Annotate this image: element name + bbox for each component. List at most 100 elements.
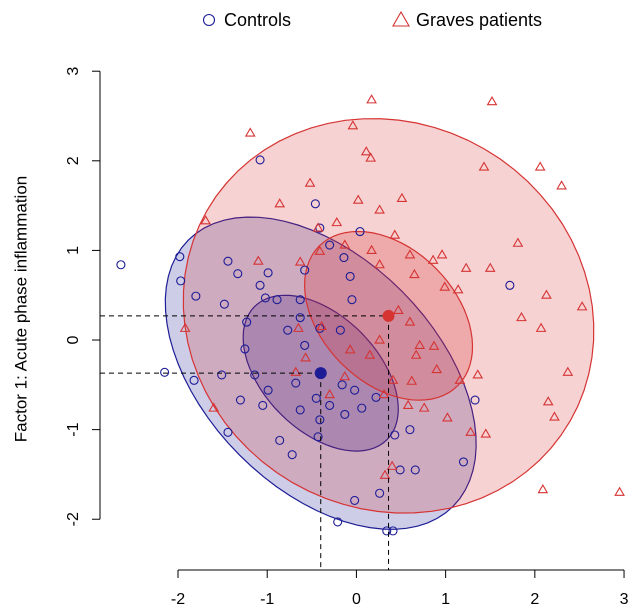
data-point bbox=[315, 415, 325, 425]
data-point bbox=[294, 256, 306, 266]
data-point bbox=[260, 293, 270, 303]
data-point bbox=[484, 262, 496, 272]
data-point bbox=[378, 388, 390, 399]
data-point bbox=[375, 488, 385, 498]
legend-marker bbox=[392, 10, 410, 27]
data-point bbox=[290, 366, 302, 376]
data-point bbox=[291, 378, 301, 388]
data-point bbox=[219, 299, 229, 309]
y-tick-label: 1 bbox=[65, 246, 82, 255]
data-point bbox=[614, 486, 625, 496]
data-point bbox=[176, 276, 186, 286]
data-point bbox=[217, 370, 227, 380]
data-point bbox=[465, 426, 476, 436]
data-point bbox=[312, 222, 324, 232]
y-tick-label: 2 bbox=[65, 156, 82, 165]
data-point bbox=[344, 344, 356, 354]
data-point bbox=[335, 325, 345, 335]
data-point bbox=[255, 280, 265, 290]
data-point bbox=[360, 146, 372, 156]
legend-marker bbox=[202, 13, 216, 27]
data-point bbox=[436, 249, 448, 259]
data-point bbox=[556, 180, 567, 190]
y-tick-label: 0 bbox=[65, 335, 82, 344]
data-point bbox=[374, 204, 385, 214]
data-point bbox=[439, 281, 451, 291]
data-point bbox=[316, 320, 327, 331]
data-point bbox=[324, 388, 336, 399]
data-point bbox=[535, 322, 547, 332]
data-point bbox=[310, 199, 320, 209]
legend-label: Controls bbox=[224, 10, 291, 30]
mean-point bbox=[314, 367, 327, 380]
data-point bbox=[389, 229, 401, 239]
data-point bbox=[295, 295, 305, 305]
data-point bbox=[350, 385, 360, 395]
data-point bbox=[258, 400, 268, 410]
data-point bbox=[512, 237, 524, 247]
data-point bbox=[275, 435, 285, 445]
data-point bbox=[410, 349, 422, 359]
data-point bbox=[470, 395, 480, 405]
data-point bbox=[387, 374, 399, 384]
data-point bbox=[160, 367, 170, 377]
data-point bbox=[365, 152, 377, 162]
data-point bbox=[379, 469, 391, 479]
data-point bbox=[472, 369, 484, 379]
x-tick-label: -1 bbox=[260, 591, 274, 608]
data-point bbox=[366, 244, 377, 254]
data-point bbox=[283, 325, 293, 335]
data-point bbox=[300, 265, 310, 275]
data-point bbox=[480, 428, 492, 438]
x-tick-label: 1 bbox=[441, 591, 450, 608]
data-point bbox=[390, 430, 400, 440]
y-tick-label: 3 bbox=[65, 67, 82, 76]
data-point bbox=[252, 255, 264, 265]
data-point bbox=[345, 271, 355, 281]
data-point bbox=[516, 311, 527, 322]
data-point bbox=[505, 280, 515, 290]
data-point bbox=[255, 155, 265, 165]
data-point bbox=[388, 526, 398, 536]
data-point bbox=[347, 295, 357, 305]
data-point bbox=[350, 495, 360, 505]
data-point bbox=[392, 304, 404, 315]
x-tick-label: 0 bbox=[352, 591, 361, 608]
data-point bbox=[355, 227, 365, 237]
x-tick-label: 2 bbox=[530, 591, 539, 608]
data-point bbox=[242, 317, 252, 327]
data-point bbox=[374, 334, 385, 344]
data-point bbox=[460, 262, 472, 272]
data-point bbox=[431, 363, 443, 374]
y-axis-label: Factor 1: Acute phase inflammation bbox=[11, 176, 30, 442]
data-point bbox=[454, 374, 466, 384]
data-point bbox=[347, 120, 359, 130]
data-point bbox=[396, 192, 408, 202]
data-point bbox=[409, 268, 420, 279]
data-point bbox=[366, 94, 377, 104]
data-point bbox=[549, 411, 560, 421]
data-point bbox=[300, 352, 311, 362]
data-point bbox=[478, 161, 490, 171]
data-point bbox=[325, 240, 335, 250]
legend-label: Graves patients bbox=[416, 10, 542, 30]
data-point bbox=[250, 370, 260, 380]
data-point bbox=[287, 450, 297, 460]
data-point bbox=[337, 380, 347, 390]
data-point bbox=[410, 465, 420, 475]
x-tick-label: -2 bbox=[171, 591, 185, 608]
data-point bbox=[200, 215, 212, 225]
data-point bbox=[486, 95, 498, 106]
mean-point bbox=[382, 309, 395, 322]
data-point bbox=[333, 517, 343, 527]
data-point bbox=[339, 371, 351, 381]
data-point bbox=[405, 425, 415, 435]
data-point bbox=[208, 402, 220, 412]
data-point bbox=[304, 177, 316, 187]
data-point bbox=[189, 375, 199, 385]
data-point bbox=[233, 269, 243, 279]
data-point bbox=[240, 344, 250, 354]
data-point bbox=[295, 405, 305, 415]
data-point bbox=[116, 260, 126, 270]
data-point bbox=[402, 399, 414, 409]
